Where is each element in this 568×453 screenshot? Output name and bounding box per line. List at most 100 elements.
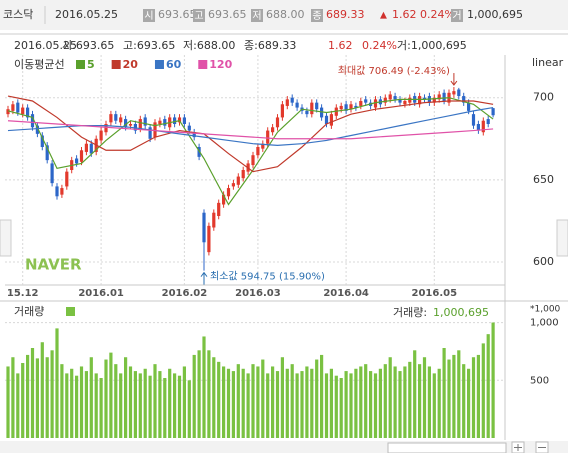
candle-body	[476, 124, 480, 131]
header-bar	[0, 0, 568, 30]
label-box	[311, 9, 323, 22]
volume-bar	[21, 363, 25, 438]
info-open: 시:693.65	[62, 39, 114, 52]
volume-bar	[11, 357, 15, 438]
volume-bar	[182, 366, 186, 438]
volume-bar	[212, 357, 216, 438]
legend-swatch	[111, 60, 121, 69]
volume-bar	[168, 368, 172, 438]
volume-bar	[84, 371, 88, 438]
candle-body	[133, 124, 137, 131]
watermark: NAVER	[25, 256, 82, 274]
low: 688.00	[266, 8, 305, 21]
scroll-thumb[interactable]	[387, 442, 507, 453]
volume-bar	[261, 359, 265, 438]
candle-body	[109, 114, 113, 123]
open: 693.65	[158, 8, 197, 21]
volume-bar	[300, 371, 304, 438]
volume-bar	[491, 322, 495, 438]
volume-bar	[408, 361, 412, 438]
volume-bar	[295, 373, 299, 438]
high-label: 고	[194, 11, 203, 22]
last-label: 거래량:	[393, 306, 427, 319]
volume-bar	[266, 373, 270, 438]
volume-bar	[79, 366, 84, 438]
candle-body	[11, 104, 15, 111]
candle-body	[354, 105, 358, 108]
volume-bar	[143, 368, 147, 438]
candle-body	[432, 97, 436, 103]
candle-body	[339, 105, 343, 110]
volume-bar	[177, 375, 182, 438]
scale-label: linear	[532, 56, 564, 69]
volume-bar	[432, 373, 436, 438]
moving-average	[7, 97, 494, 206]
scroll-right[interactable]	[556, 219, 568, 257]
candle-body	[241, 170, 245, 179]
candle-body	[6, 109, 10, 115]
candle-body	[104, 124, 108, 133]
legend-title: 이동평균선	[14, 58, 65, 71]
panel-swatch	[66, 307, 75, 316]
label-box	[251, 9, 263, 22]
volume-bar	[467, 368, 471, 438]
candle-body	[290, 97, 294, 103]
candle-body	[177, 117, 182, 123]
candle-body	[173, 117, 177, 124]
annotation-arrowhead	[200, 271, 208, 277]
moving-average	[7, 95, 494, 173]
candle-body	[50, 163, 54, 184]
candle-body	[138, 119, 142, 129]
volume-bar	[45, 357, 49, 438]
candle-body	[388, 94, 392, 100]
scroll-left[interactable]	[0, 219, 12, 257]
volume-bar	[148, 375, 152, 438]
candle-body	[21, 107, 25, 115]
volume-bar	[94, 373, 98, 438]
candle-body	[128, 124, 133, 126]
annotation-arrowhead	[450, 80, 458, 86]
candle-body	[89, 143, 93, 154]
volume-bar	[109, 352, 113, 438]
date: 2016.05.25	[55, 8, 118, 21]
candle-body	[79, 150, 84, 162]
volume-bar	[462, 364, 466, 438]
candle-body	[486, 119, 490, 124]
volume-bar	[388, 357, 392, 438]
candle-body	[143, 117, 147, 126]
volume-bar	[471, 357, 476, 438]
candle-body	[437, 94, 441, 100]
candle-body	[26, 107, 30, 118]
volume-bar	[251, 364, 255, 438]
legend-label: 20	[123, 58, 139, 71]
volume-bar	[271, 366, 275, 438]
candle-body	[383, 97, 387, 103]
candle-body	[202, 212, 206, 243]
volume-bar	[275, 371, 280, 438]
info-close: 종:689.33	[244, 39, 296, 52]
candle-body	[329, 114, 333, 126]
volume-bar	[40, 342, 44, 438]
candle-body	[344, 104, 348, 111]
candle-body	[187, 125, 191, 131]
annotation-label: 최대값 706.49 (-2.43%)	[338, 65, 450, 77]
x-tick-label: 15.12	[7, 288, 39, 299]
candle-body	[364, 99, 368, 103]
volume-bar	[246, 373, 250, 438]
unit-label: *1,000	[530, 305, 561, 315]
change-pct: 0.24%	[420, 8, 455, 21]
volume-bar	[133, 371, 137, 438]
volume-bar	[364, 364, 368, 438]
change: 1.62	[392, 8, 417, 21]
panel-title: 거래량	[14, 305, 44, 318]
volume-bar	[280, 357, 284, 438]
volume-bar	[35, 358, 39, 438]
info-change-pct: 0.24%	[362, 39, 397, 52]
candle-body	[408, 97, 412, 103]
volume-bar	[285, 368, 289, 438]
candle-body	[422, 97, 427, 100]
label-box	[451, 9, 463, 22]
candle-body	[256, 147, 260, 156]
candle-body	[207, 225, 211, 253]
volume-bar	[207, 350, 211, 438]
